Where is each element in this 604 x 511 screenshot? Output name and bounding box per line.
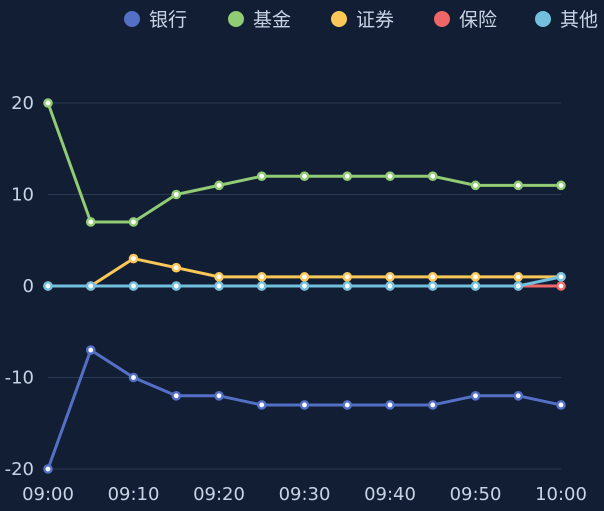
x-tick-label: 09:20 (193, 484, 245, 505)
data-point[interactable] (299, 171, 310, 181)
data-point[interactable] (299, 272, 310, 282)
data-point[interactable] (299, 281, 310, 291)
data-point[interactable] (427, 281, 438, 291)
x-tick-label: 09:30 (279, 484, 331, 505)
data-point[interactable] (427, 400, 438, 410)
data-point[interactable] (556, 272, 566, 282)
data-point[interactable] (43, 98, 53, 108)
y-tick-label: -20 (5, 459, 34, 480)
data-point[interactable] (85, 217, 96, 227)
data-point[interactable] (556, 281, 566, 291)
data-point[interactable] (470, 180, 481, 191)
series-line (46, 101, 563, 224)
data-point[interactable] (513, 180, 524, 191)
legend-item[interactable]: 证券 (331, 9, 394, 31)
data-point[interactable] (43, 281, 53, 291)
data-point[interactable] (85, 281, 96, 291)
data-point[interactable] (470, 281, 481, 291)
legend-item[interactable]: 基金 (228, 9, 291, 31)
data-point[interactable] (385, 400, 395, 410)
legend-label: 保险 (459, 9, 497, 31)
data-point[interactable] (513, 272, 524, 282)
data-point[interactable] (171, 189, 182, 200)
legend-item[interactable]: 保险 (434, 9, 497, 31)
data-point[interactable] (385, 281, 395, 291)
data-point[interactable] (171, 262, 182, 273)
x-tick-label: 09:50 (450, 484, 502, 505)
data-point[interactable] (556, 400, 566, 410)
y-tick-label: 20 (11, 93, 34, 114)
series-4 (43, 272, 566, 291)
data-point[interactable] (128, 281, 139, 291)
legend-marker-icon (535, 11, 551, 27)
data-point[interactable] (85, 345, 96, 355)
data-point[interactable] (427, 171, 438, 181)
data-point[interactable] (470, 390, 481, 401)
x-tick-label: 10:00 (535, 484, 587, 505)
data-point[interactable] (256, 281, 267, 291)
data-point[interactable] (342, 171, 353, 181)
series-1 (43, 98, 566, 227)
legend-marker-icon (434, 11, 450, 27)
data-point[interactable] (470, 272, 481, 282)
data-point[interactable] (385, 171, 395, 181)
data-point[interactable] (513, 390, 524, 401)
data-point[interactable] (214, 281, 224, 291)
axes: 20 10 0 -10 -20 09:00 09:10 09:20 09:30 09:40 09:5… (5, 93, 587, 505)
data-point[interactable] (214, 180, 224, 191)
legend-label: 证券 (356, 9, 394, 31)
data-point[interactable] (427, 272, 438, 282)
x-tick-label: 09:40 (364, 484, 416, 505)
data-point[interactable] (128, 253, 139, 264)
data-point[interactable] (342, 281, 353, 291)
data-point[interactable] (513, 281, 524, 291)
y-tick-label: -10 (5, 368, 34, 389)
legend-marker-icon (124, 11, 140, 27)
data-point[interactable] (256, 400, 267, 410)
legend-marker-icon (331, 11, 347, 27)
data-point[interactable] (556, 180, 566, 191)
data-point[interactable] (385, 272, 395, 282)
legend-item[interactable]: 银行 (124, 9, 187, 31)
y-tick-label: 0 (23, 276, 34, 297)
legend-item[interactable]: 其他 (535, 9, 598, 31)
legend-label: 基金 (253, 9, 291, 31)
series-lines (43, 98, 566, 474)
data-point[interactable] (256, 272, 267, 282)
data-point[interactable] (171, 281, 182, 291)
x-tick-label: 09:00 (22, 484, 74, 505)
legend-marker-icon (228, 11, 244, 27)
data-point[interactable] (342, 400, 353, 410)
x-tick-label: 09:10 (108, 484, 160, 505)
legend-label: 银行 (149, 9, 187, 31)
data-point[interactable] (342, 272, 353, 282)
legend[interactable]: 银行 基金 证券 保险 其他 (124, 9, 598, 31)
data-point[interactable] (128, 372, 139, 383)
legend-label: 其他 (560, 9, 598, 31)
data-point[interactable] (43, 464, 53, 474)
y-tick-label: 10 (11, 185, 34, 206)
data-point[interactable] (256, 171, 267, 181)
data-point[interactable] (214, 390, 224, 401)
data-point[interactable] (128, 217, 139, 227)
data-point[interactable] (299, 400, 310, 410)
data-point[interactable] (171, 390, 182, 401)
series-0 (43, 345, 566, 474)
data-point[interactable] (214, 272, 224, 282)
